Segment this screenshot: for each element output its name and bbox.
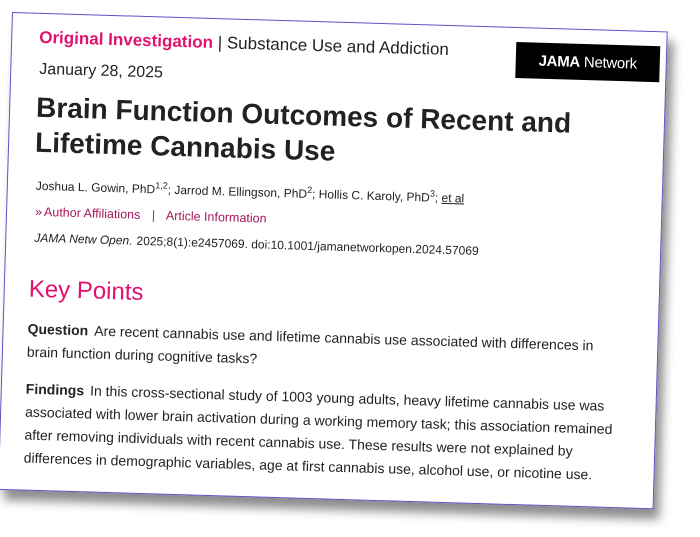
logo-rest: Network: [583, 53, 638, 73]
links-divider: |: [151, 208, 156, 223]
author-affil: 1,2: [155, 180, 168, 191]
citation-journal: JAMA Netw Open.: [34, 230, 133, 248]
author[interactable]: Joshua L. Gowin, PhD: [35, 178, 156, 197]
findings-label: Findings: [25, 380, 85, 399]
findings-text: In this cross-sectional study of 1003 yo…: [23, 382, 613, 483]
author[interactable]: Hollis C. Karoly, PhD: [318, 187, 431, 205]
citation-details: 2025;8(1):e2457069. doi:10.1001/jamanetw…: [136, 233, 479, 258]
kicker-separator: |: [217, 33, 223, 53]
author-affil: 2: [307, 184, 313, 195]
article-type[interactable]: Original Investigation: [38, 27, 214, 52]
chevron-right-icon: »: [34, 204, 43, 219]
key-points-findings: Findings In this cross-sectional study of…: [23, 378, 625, 488]
publication-date: January 28, 2025: [39, 60, 164, 82]
question-label: Question: [27, 320, 89, 339]
citation: JAMA Netw Open. 2025;8(1):e2457069. doi:1…: [34, 231, 479, 258]
article-information-link[interactable]: Article Information: [165, 208, 267, 226]
author[interactable]: Jarrod M. Ellingson, PhD: [174, 182, 308, 201]
et-al-link[interactable]: et al: [441, 190, 465, 206]
section-name[interactable]: Substance Use and Addiction: [226, 33, 450, 59]
author-affil: 3: [429, 188, 436, 199]
key-points-heading: Key Points: [28, 275, 144, 307]
logo-bold: JAMA: [538, 52, 581, 71]
article-title: Brain Function Outcomes of Recent and Li…: [34, 91, 572, 167]
article-links: » Author Affiliations | Article Informati…: [35, 205, 275, 226]
question-text: Are recent cannabis use and lifetime can…: [26, 322, 594, 367]
article-kicker: Original Investigation | Substance Use a…: [39, 28, 449, 60]
author-affiliations-link[interactable]: Author Affiliations: [43, 205, 141, 222]
key-points-question: Question Are recent cannabis use and life…: [27, 318, 628, 382]
article-card: Original Investigation | Substance Use a…: [0, 12, 668, 510]
author-list: Joshua L. Gowin, PhD1,2; Jarrod M. Ellin…: [35, 178, 465, 206]
jama-network-logo[interactable]: JAMA Network: [515, 41, 661, 83]
